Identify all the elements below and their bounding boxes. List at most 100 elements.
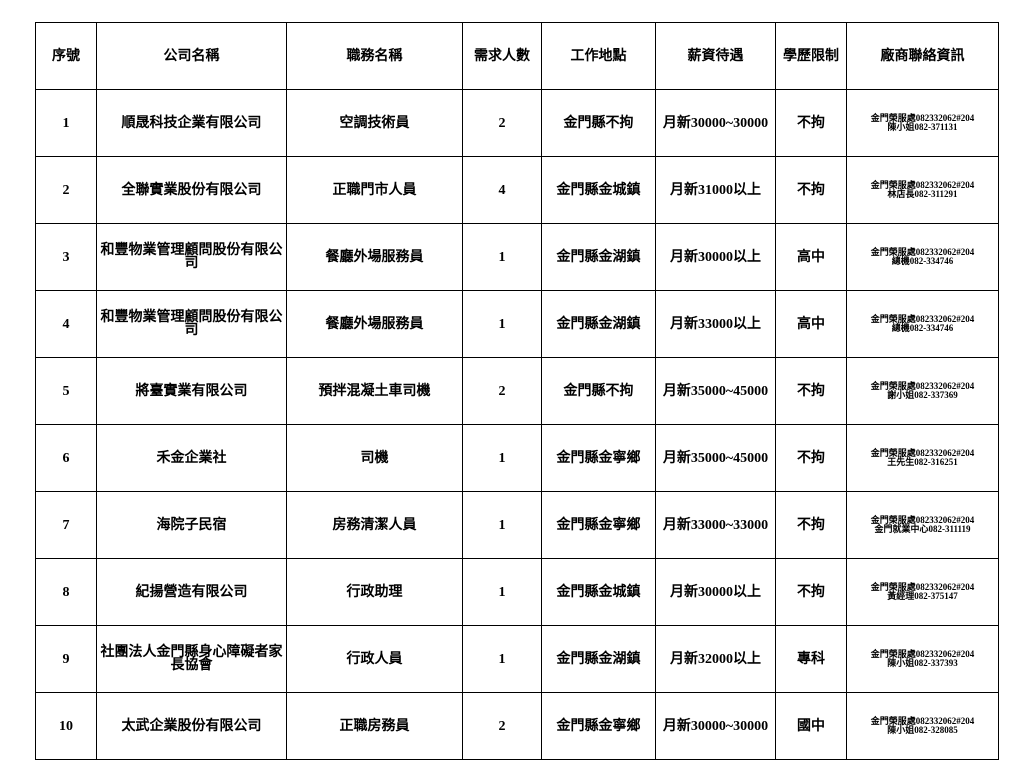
company-name: 禾金企業社 [96,424,287,492]
row-number: 5 [35,357,97,425]
contact-info: 金門榮服處082332062#204 謝小姐082-337369 [846,357,999,425]
salary: 月新32000以上 [655,625,776,693]
education-requirement: 不拘 [775,156,847,224]
job-title: 餐廳外場服務員 [286,223,463,291]
table-row: 4 和豐物業管理顧問股份有限公司 餐廳外場服務員 1 金門縣金湖鎮 月新33000以上 高中… [35,290,999,358]
contact-office: 金門榮服處082332062#204 [870,314,975,324]
work-location: 金門縣金湖鎮 [541,290,656,358]
company-name: 海院子民宿 [96,491,287,559]
work-location: 金門縣金城鎮 [541,558,656,626]
salary: 月新35000~45000 [655,424,776,492]
header-no: 序號 [35,22,97,90]
salary: 月新35000~45000 [655,357,776,425]
education-requirement: 不拘 [775,357,847,425]
headcount: 2 [462,357,542,425]
job-title: 房務清潔人員 [286,491,463,559]
work-location: 金門縣不拘 [541,357,656,425]
header-contact: 廠商聯絡資訊 [846,22,999,90]
header-salary: 薪資待遇 [655,22,776,90]
education-requirement: 不拘 [775,424,847,492]
row-number: 1 [35,89,97,157]
education-requirement: 高中 [775,290,847,358]
contact-info: 金門榮服處082332062#204 陳小姐082-337393 [846,625,999,693]
contact-office: 金門榮服處082332062#204 [870,448,975,458]
contact-office: 金門榮服處082332062#204 [870,649,975,659]
education-requirement: 高中 [775,223,847,291]
contact-office: 金門榮服處082332062#204 [870,247,975,257]
headcount: 1 [462,491,542,559]
table-row: 1 順晟科技企業有限公司 空調技術員 2 金門縣不拘 月新30000~30000 不拘 金門榮… [35,89,999,157]
headcount: 1 [462,625,542,693]
work-location: 金門縣金寧鄉 [541,491,656,559]
work-location: 金門縣金湖鎮 [541,625,656,693]
education-requirement: 國中 [775,692,847,760]
table-row: 3 和豐物業管理顧問股份有限公司 餐廳外場服務員 1 金門縣金湖鎮 月新30000以上 高中… [35,223,999,291]
header-company: 公司名稱 [96,22,287,90]
salary: 月新30000~30000 [655,692,776,760]
row-number: 2 [35,156,97,224]
job-listing-table: 序號 公司名稱 職務名稱 需求人數 工作地點 薪資待遇 學歷限制 廠商聯絡資訊 … [35,22,999,760]
education-requirement: 不拘 [775,89,847,157]
row-number: 9 [35,625,97,693]
work-location: 金門縣金湖鎮 [541,223,656,291]
job-title: 正職門市人員 [286,156,463,224]
company-name: 順晟科技企業有限公司 [96,89,287,157]
contact-office: 金門榮服處082332062#204 [870,716,975,726]
contact-office: 金門榮服處082332062#204 [870,113,975,123]
contact-person: 陳小姐082-328085 [887,725,958,735]
row-number: 10 [35,692,97,760]
header-location: 工作地點 [541,22,656,90]
job-title: 餐廳外場服務員 [286,290,463,358]
table-row: 2 全聯實業股份有限公司 正職門市人員 4 金門縣金城鎮 月新31000以上 不拘 金門榮服處… [35,156,999,224]
contact-info: 金門榮服處082332062#204 黃經理082-375147 [846,558,999,626]
job-title: 正職房務員 [286,692,463,760]
row-number: 8 [35,558,97,626]
company-name: 和豐物業管理顧問股份有限公司 [96,290,287,358]
work-location: 金門縣金寧鄉 [541,424,656,492]
job-title: 司機 [286,424,463,492]
row-number: 6 [35,424,97,492]
contact-person: 金門就業中心082-311119 [874,524,971,534]
education-requirement: 不拘 [775,491,847,559]
salary: 月新30000~30000 [655,89,776,157]
contact-info: 金門榮服處082332062#204 王先生082-316251 [846,424,999,492]
contact-person: 黃經理082-375147 [887,591,958,601]
table-row: 7 海院子民宿 房務清潔人員 1 金門縣金寧鄉 月新33000~33000 不拘 金門榮服處0… [35,491,999,559]
salary: 月新31000以上 [655,156,776,224]
header-job: 職務名稱 [286,22,463,90]
contact-info: 金門榮服處082332062#204 金門就業中心082-311119 [846,491,999,559]
education-requirement: 專科 [775,625,847,693]
contact-office: 金門榮服處082332062#204 [870,180,975,190]
contact-person: 謝小姐082-337369 [887,390,958,400]
headcount: 1 [462,290,542,358]
contact-person: 林店長082-311291 [887,189,958,199]
headcount: 1 [462,558,542,626]
header-row: 序號 公司名稱 職務名稱 需求人數 工作地點 薪資待遇 學歷限制 廠商聯絡資訊 [35,22,999,90]
company-name: 社團法人金門縣身心障礙者家長協會 [96,625,287,693]
row-number: 3 [35,223,97,291]
company-name: 和豐物業管理顧問股份有限公司 [96,223,287,291]
job-title: 行政人員 [286,625,463,693]
headcount: 2 [462,692,542,760]
contact-info: 金門榮服處082332062#204 總機082-334746 [846,290,999,358]
education-requirement: 不拘 [775,558,847,626]
salary: 月新30000以上 [655,223,776,291]
contact-office: 金門榮服處082332062#204 [870,381,975,391]
table-row: 5 將臺實業有限公司 預拌混凝土車司機 2 金門縣不拘 月新35000~45000 不拘 金門… [35,357,999,425]
salary: 月新30000以上 [655,558,776,626]
work-location: 金門縣不拘 [541,89,656,157]
headcount: 1 [462,424,542,492]
contact-person: 總機082-334746 [891,323,954,333]
headcount: 4 [462,156,542,224]
row-number: 7 [35,491,97,559]
contact-info: 金門榮服處082332062#204 總機082-334746 [846,223,999,291]
contact-person: 總機082-334746 [891,256,954,266]
contact-office: 金門榮服處082332062#204 [870,582,975,592]
headcount: 2 [462,89,542,157]
contact-info: 金門榮服處082332062#204 林店長082-311291 [846,156,999,224]
job-title: 空調技術員 [286,89,463,157]
contact-info: 金門榮服處082332062#204 陳小姐082-328085 [846,692,999,760]
contact-info: 金門榮服處082332062#204 陳小姐082-371131 [846,89,999,157]
company-name: 將臺實業有限公司 [96,357,287,425]
header-count: 需求人數 [462,22,542,90]
